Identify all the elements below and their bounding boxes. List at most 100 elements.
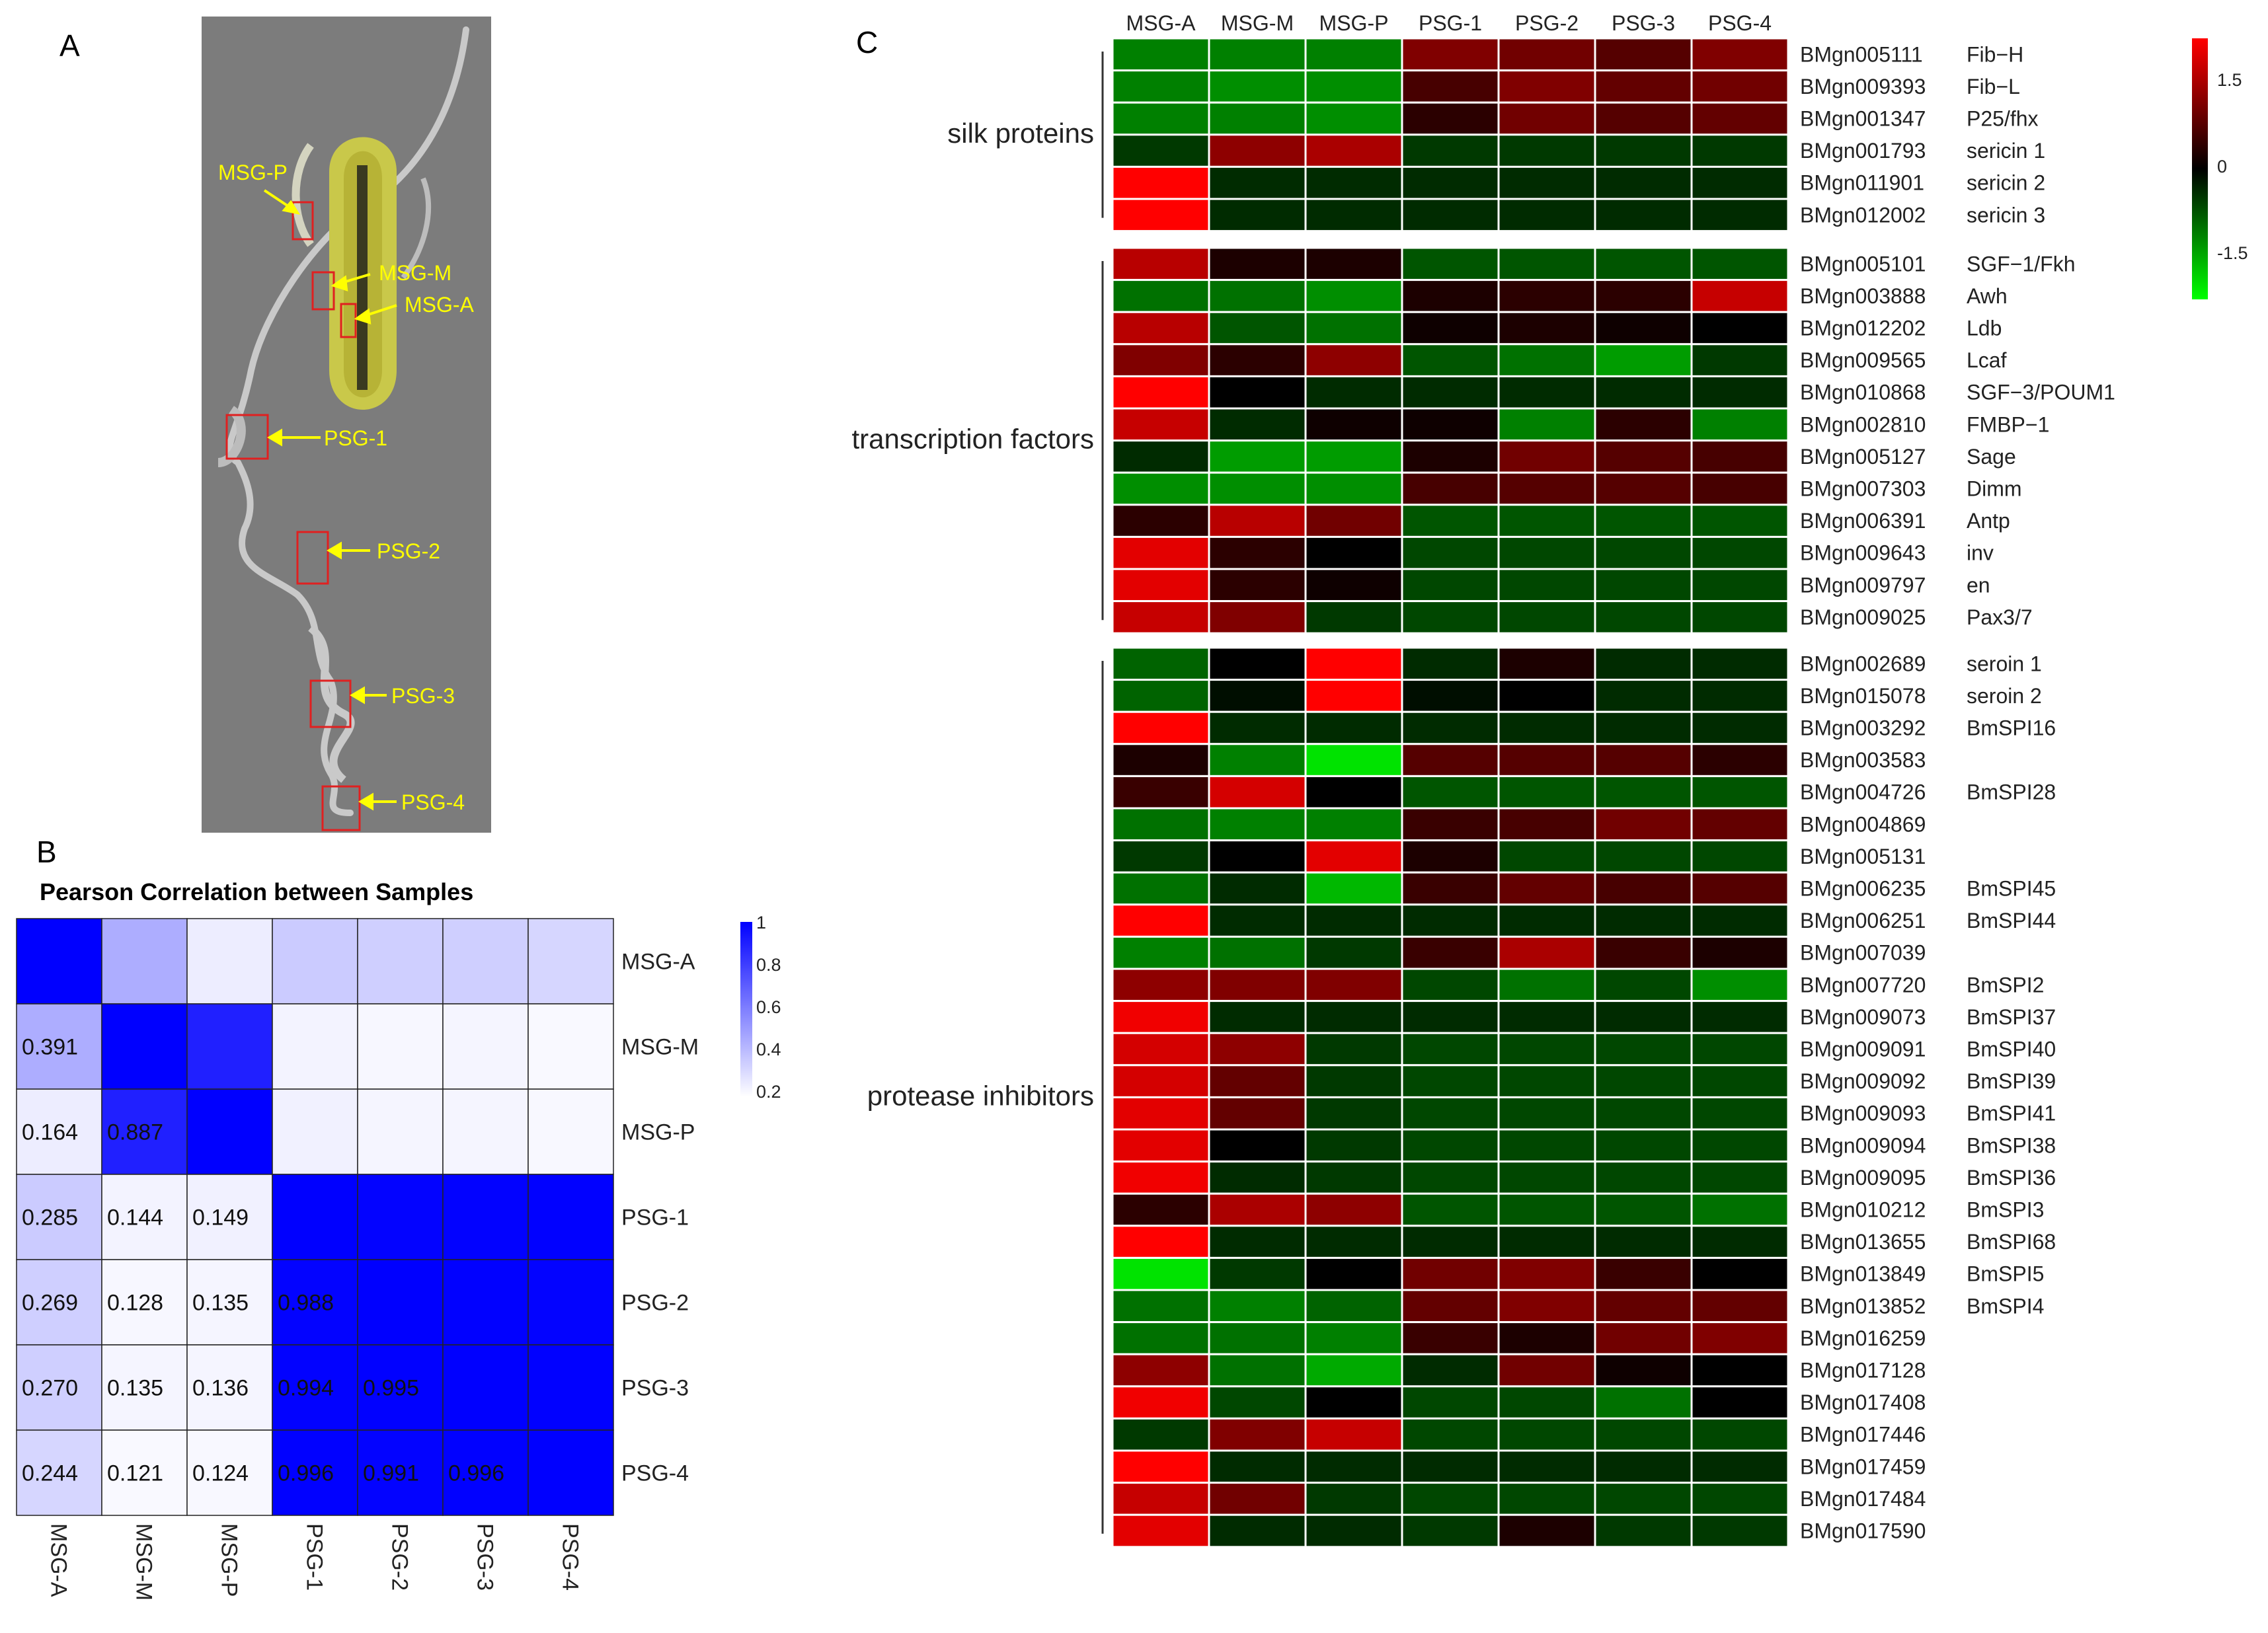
expr-cell-bmgn009095-psg-4 — [1690, 1160, 1789, 1195]
expr-cell-bmgn017484-psg-2 — [1497, 1482, 1596, 1516]
box-msg-m — [311, 271, 335, 311]
expr-cell-bmgn009092-msg-p — [1304, 1064, 1403, 1098]
expr-cell-bmgn015078-psg-4 — [1690, 679, 1789, 713]
corr-value-label: 0.887 — [107, 1120, 163, 1145]
expr-cell-bmgn009094-msg-m — [1208, 1128, 1307, 1163]
expr-cell-bmgn009797-psg-2 — [1497, 568, 1596, 603]
expr-cell-bmgn002810-msg-m — [1208, 407, 1307, 442]
expr-cell-bmgn016259-psg-1 — [1401, 1321, 1500, 1355]
expr-gene-name: BmSPI41 — [1967, 1102, 2056, 1125]
expr-cell-bmgn002689-psg-4 — [1690, 646, 1789, 681]
expr-cell-bmgn017459-msg-m — [1208, 1449, 1307, 1484]
corr-cell-msg-m-msg-m — [101, 1003, 188, 1090]
expr-cell-bmgn009565-msg-p — [1304, 343, 1403, 377]
expr-cell-bmgn001347-msg-p — [1304, 101, 1403, 136]
expr-cell-bmgn009797-psg-4 — [1690, 568, 1789, 603]
expr-gene-id: BMgn006251 — [1800, 909, 1926, 932]
expr-cell-bmgn006391-msg-a — [1111, 504, 1210, 538]
expr-tick-0: 0 — [2217, 157, 2227, 176]
seg-label-msg-m: MSG-M — [379, 261, 451, 285]
corr-value-label: 0.121 — [107, 1461, 163, 1486]
corr-cell-psg-4-psg-3 — [442, 1429, 529, 1516]
expr-gene-id: BMgn009565 — [1800, 348, 1926, 372]
expr-cell-bmgn017408-msg-p — [1304, 1385, 1403, 1420]
expr-cell-bmgn017459-msg-p — [1304, 1449, 1403, 1484]
seg-label-psg-2: PSG-2 — [377, 539, 440, 563]
expr-cell-bmgn017128-psg-2 — [1497, 1353, 1596, 1388]
expr-cell-bmgn015078-psg-1 — [1401, 679, 1500, 713]
expr-gene-id: BMgn009025 — [1800, 605, 1926, 629]
corr-value-label: 0.285 — [22, 1205, 78, 1231]
expr-cell-bmgn005131-psg-2 — [1497, 839, 1596, 874]
corr-cell-msg-m-psg-2 — [357, 1003, 444, 1090]
corr-col-label-psg-2: PSG-2 — [387, 1523, 412, 1591]
expr-cell-bmgn004869-psg-3 — [1594, 807, 1693, 842]
expr-gene-name: sericin 3 — [1967, 203, 2045, 227]
expr-cell-bmgn006251-msg-p — [1304, 903, 1403, 938]
expr-cell-bmgn017590-msg-a — [1111, 1513, 1210, 1548]
expr-cell-bmgn007720-msg-p — [1304, 968, 1403, 1003]
expr-cell-bmgn012002-msg-m — [1208, 198, 1307, 233]
corr-cell-psg-1-psg-4 — [528, 1174, 614, 1260]
expr-row-labels: BMgn005111 Fib−H BMgn009393 Fib−L BMgn001347… — [1800, 42, 2115, 1542]
corr-cell-msg-p-psg-3 — [442, 1088, 529, 1175]
expr-cell-bmgn006391-psg-4 — [1690, 504, 1789, 538]
expr-cell-bmgn009073-psg-2 — [1497, 1000, 1596, 1034]
expr-cell-bmgn015078-msg-p — [1304, 679, 1403, 713]
expr-gene-id: BMgn010868 — [1800, 381, 1926, 404]
expr-cell-bmgn009095-psg-3 — [1594, 1160, 1693, 1195]
expr-cell-bmgn009092-psg-2 — [1497, 1064, 1596, 1098]
expr-cell-bmgn005101-psg-3 — [1594, 247, 1693, 282]
expr-gene-name: sericin 1 — [1967, 139, 2045, 163]
expr-cell-bmgn009565-msg-m — [1208, 343, 1307, 377]
expr-cell-bmgn003292-msg-p — [1304, 710, 1403, 745]
expr-cell-bmgn004726-msg-a — [1111, 775, 1210, 810]
corr-value-label: 0.991 — [363, 1461, 419, 1486]
expr-gene-id: BMgn005131 — [1800, 845, 1926, 868]
expr-cell-bmgn003292-psg-3 — [1594, 710, 1693, 745]
expr-cell-bmgn009025-msg-p — [1304, 600, 1403, 634]
expr-cell-bmgn002689-msg-m — [1208, 646, 1307, 681]
corr-cell-psg-3-psg-3 — [442, 1344, 529, 1431]
corr-cell-msg-a-psg-2 — [357, 918, 444, 1005]
expr-cell-bmgn012002-psg-1 — [1401, 198, 1500, 233]
expr-cell-bmgn007720-psg-2 — [1497, 968, 1596, 1003]
expr-cell-bmgn012202-msg-p — [1304, 311, 1403, 346]
expr-cell-bmgn005101-msg-m — [1208, 247, 1307, 282]
expr-gene-id: BMgn001793 — [1800, 139, 1926, 163]
expr-cell-bmgn009025-psg-2 — [1497, 600, 1596, 634]
expr-cell-bmgn004869-psg-4 — [1690, 807, 1789, 842]
expr-cell-bmgn006391-psg-1 — [1401, 504, 1500, 538]
expr-cell-bmgn004726-msg-m — [1208, 775, 1307, 810]
expr-cell-bmgn017446-psg-1 — [1401, 1417, 1500, 1452]
expr-cell-bmgn009091-msg-p — [1304, 1032, 1403, 1067]
expr-cell-bmgn005101-psg-4 — [1690, 247, 1789, 282]
expr-gene-id: BMgn017408 — [1800, 1390, 1926, 1414]
expr-cell-bmgn007303-msg-p — [1304, 471, 1403, 506]
expr-gene-id: BMgn006235 — [1800, 877, 1926, 901]
expr-cell-bmgn010868-psg-1 — [1401, 375, 1500, 410]
expr-gene-name: BmSPI28 — [1967, 780, 2056, 804]
expr-cell-bmgn017128-msg-m — [1208, 1353, 1307, 1388]
expr-cell-bmgn017484-msg-m — [1208, 1482, 1307, 1516]
expr-cell-bmgn017484-msg-p — [1304, 1482, 1403, 1516]
expr-col-label-msg-m: MSG-M — [1221, 11, 1294, 35]
corr-col-label-msg-p: MSG-P — [217, 1523, 242, 1597]
expr-cell-bmgn017446-msg-m — [1208, 1417, 1307, 1452]
expr-cell-bmgn005127-psg-3 — [1594, 439, 1693, 474]
expr-cell-bmgn001793-psg-4 — [1690, 133, 1789, 168]
group-label-silk-proteins: silk proteins — [947, 118, 1094, 149]
expr-cell-bmgn005127-msg-m — [1208, 439, 1307, 474]
segment-arrows — [263, 189, 397, 811]
expr-cell-bmgn003888-msg-m — [1208, 279, 1307, 313]
expr-gene-id: BMgn013852 — [1800, 1294, 1926, 1318]
expr-cell-bmgn009093-msg-m — [1208, 1096, 1307, 1131]
seg-label-msg-p: MSG-P — [218, 161, 288, 184]
expr-cell-bmgn003888-psg-4 — [1690, 279, 1789, 313]
corr-cell-psg-2-msg-m — [101, 1259, 188, 1346]
expr-gene-name: BmSPI5 — [1967, 1262, 2044, 1286]
expr-gene-id: BMgn011901 — [1800, 171, 1924, 195]
expr-cell-bmgn001793-psg-1 — [1401, 133, 1500, 168]
corr-row-label-msg-p: MSG-P — [621, 1120, 695, 1145]
